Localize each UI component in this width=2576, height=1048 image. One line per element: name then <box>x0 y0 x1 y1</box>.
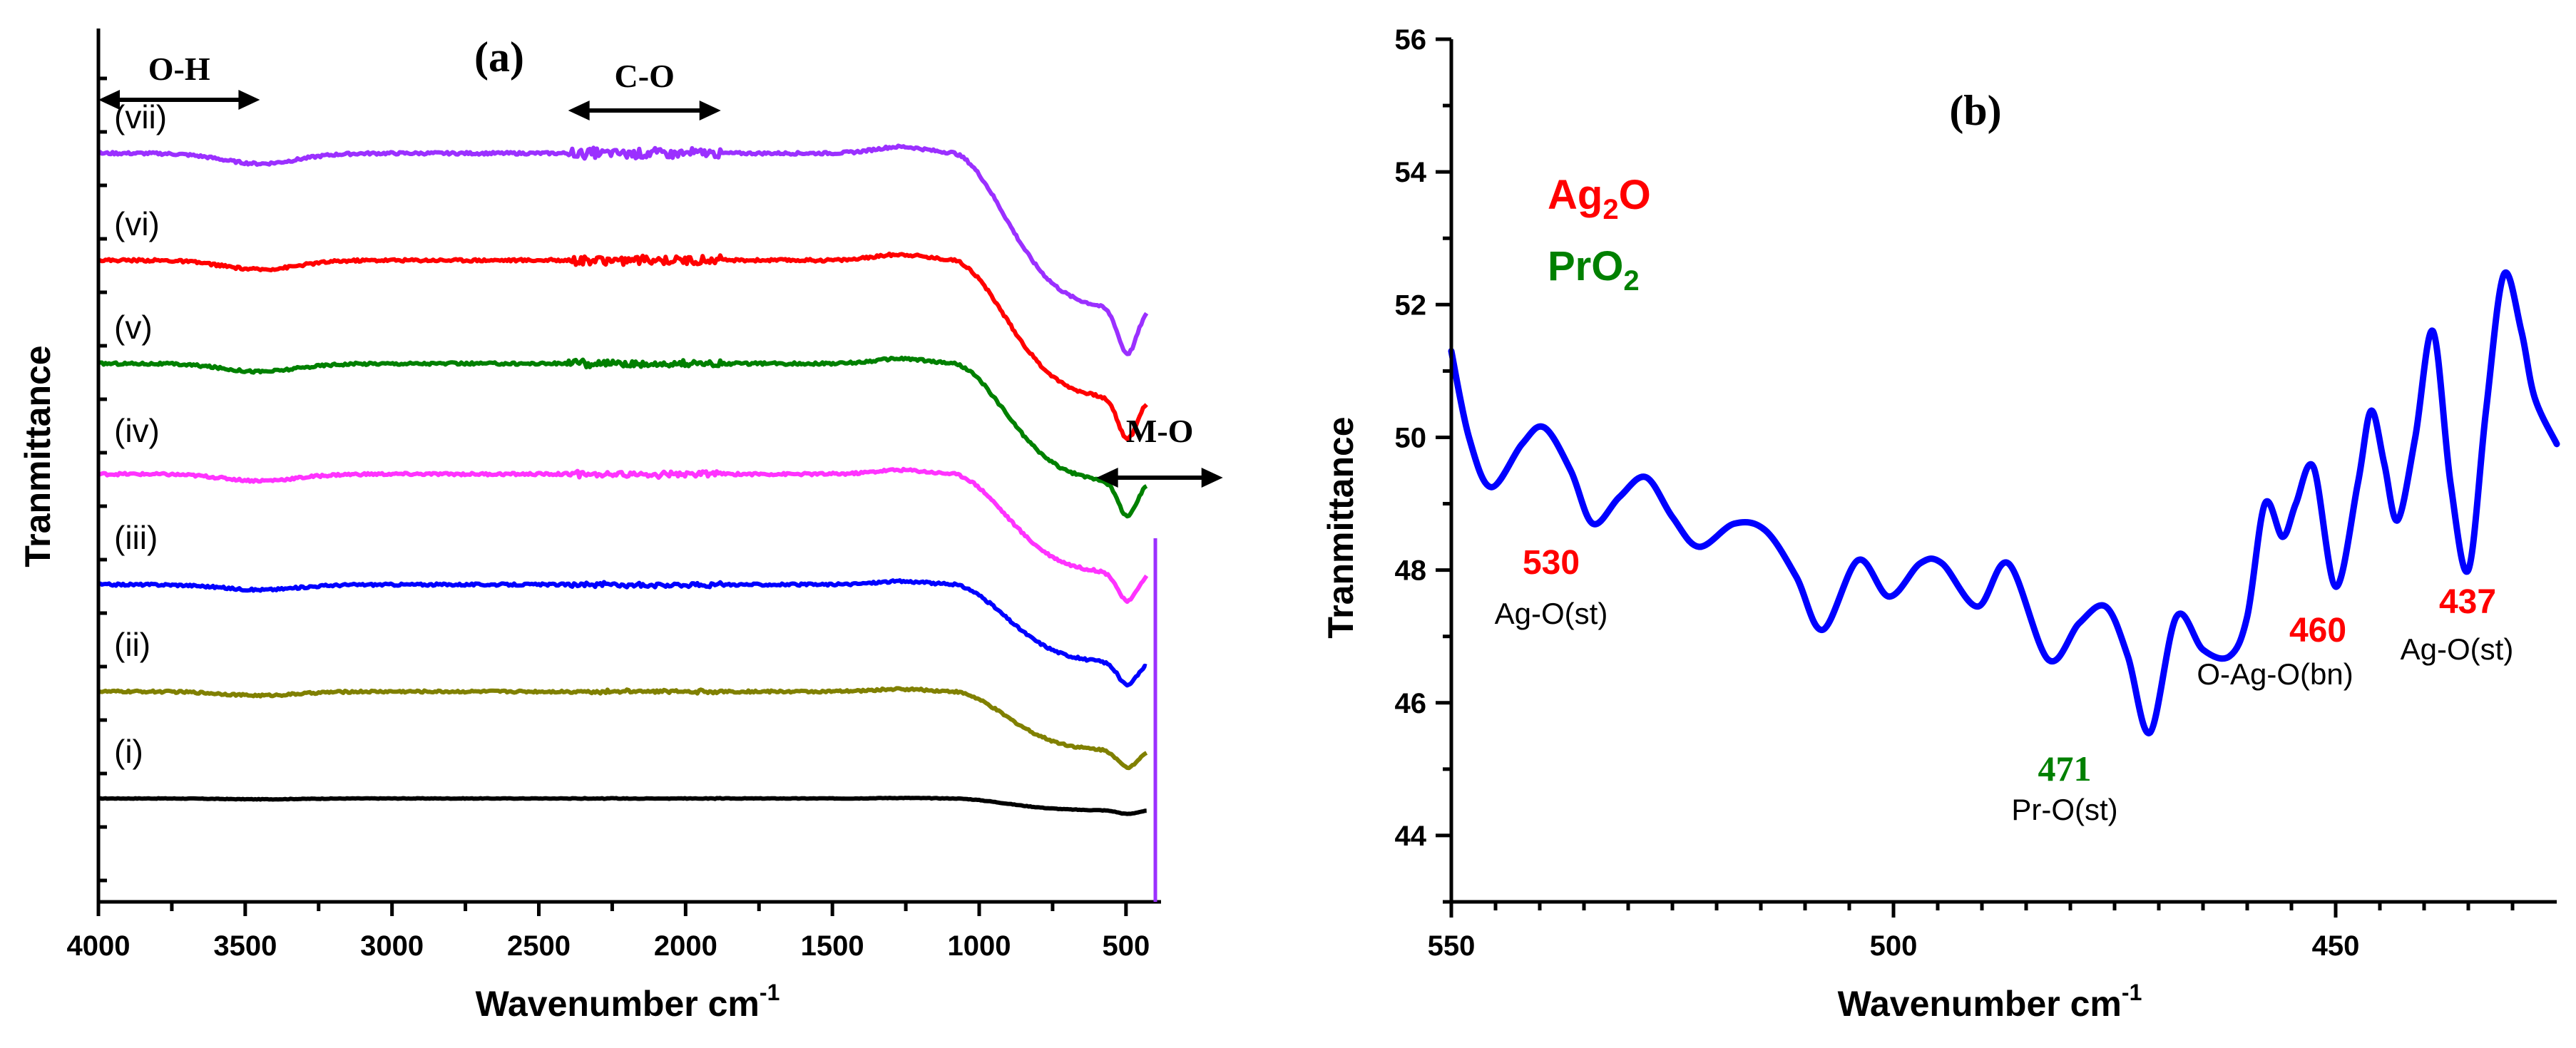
panel-a-label: (a) <box>474 34 524 81</box>
chart-b-series-line <box>1448 269 2560 736</box>
chart-b-y-axis-title: Tranmittance <box>1321 416 1361 638</box>
chart-a-series-label: (iv) <box>114 412 160 449</box>
chart-b-annotations: 530 Ag-O(st) 471 Pr-O(st) 460 O-Ag-O(bn) 437 Ag… <box>1495 544 2514 826</box>
chart-a-arrow-head-left <box>98 90 120 110</box>
chart-a-series-line <box>98 355 1148 519</box>
chart-b-x-axis-title: Wavenumber cm-1 <box>1838 980 2142 1024</box>
chart-a-series-label: (i) <box>114 733 143 770</box>
chart-b-y-tick-label: 50 <box>1395 422 1427 453</box>
chart-b-annotation-value: 530 <box>1523 544 1580 582</box>
chart-a-x-axis-title: Wavenumber cm-1 <box>476 980 780 1024</box>
chart-a-x-ticks: 4000 3500 3000 2500 2000 1500 1000 500 <box>67 902 1150 962</box>
chart-a-series-line <box>97 578 1148 688</box>
chart-a-series-line <box>98 796 1148 816</box>
chart-b-x-tick-label: 450 <box>2312 930 2360 962</box>
chart-b-annotation-value: 437 <box>2439 583 2496 621</box>
chart-b-y-tick-label: 44 <box>1395 821 1427 852</box>
chart-b-annotation-desc: Ag-O(st) <box>2401 632 2514 666</box>
chart-a-arrow-head-left <box>568 101 590 120</box>
chart-a: (a) 4000 3500 3000 2500 2000 1500 1000 500 (vii… <box>18 29 1223 1024</box>
chart-a-arrow-head-right <box>1201 468 1223 488</box>
chart-a-x-tick-label: 500 <box>1102 930 1150 962</box>
chart-b-legend: Ag2O PrO2 <box>1548 172 1651 297</box>
chart-b-y-tick-label: 46 <box>1395 688 1427 719</box>
chart-a-series-group <box>96 143 1149 816</box>
chart-a-y-minor-ticks <box>98 76 107 883</box>
chart-a-y-axis-title: Tranmittance <box>18 345 58 567</box>
chart-b-y-tick-label: 54 <box>1395 157 1427 188</box>
chart-a-x-tick-label: 2500 <box>507 930 571 962</box>
chart-a-x-tick-label: 1500 <box>801 930 864 962</box>
chart-b-y-tick-label: 48 <box>1395 555 1427 587</box>
chart-a-x-tick-label: 3500 <box>213 930 277 962</box>
legend-ag2o: Ag2O <box>1548 172 1651 225</box>
chart-a-band-label: O-H <box>148 51 210 87</box>
chart-b-y-tick-label: 52 <box>1395 289 1427 321</box>
chart-a-x-tick-label: 3000 <box>360 930 424 962</box>
chart-b-annotation-value: 471 <box>2038 749 2092 788</box>
panel-b-label: (b) <box>1949 87 2001 134</box>
chart-b-y-ticks: 44 46 48 50 52 54 56 <box>1395 24 1451 904</box>
chart-a-series-label: (vi) <box>114 205 160 242</box>
chart-b: (b) Ag2O PrO2 550 500 450 44 46 48 50 52 54 56 5… <box>1321 24 2560 1024</box>
chart-b-annotation-value: 460 <box>2289 612 2346 649</box>
chart-a-series-label: (ii) <box>114 626 150 663</box>
chart-b-x-tick-label: 500 <box>1870 930 1918 962</box>
chart-a-series-line <box>98 466 1149 605</box>
chart-b-x-tick-label: 550 <box>1428 930 1476 962</box>
chart-a-band-annotations: O-H C-O M-O <box>98 51 1223 488</box>
chart-a-x-tick-label: 1000 <box>948 930 1011 962</box>
chart-a-x-tick-label: 4000 <box>67 930 131 962</box>
chart-a-arrow-head-right <box>699 101 721 120</box>
chart-a-series-label: (vii) <box>114 98 167 135</box>
chart-b-x-ticks: 550 500 450 <box>1428 902 2515 962</box>
chart-a-series-label: (iii) <box>114 519 158 556</box>
chart-a-series-labels: (vii) (vi) (v) (iv) (iii) (ii) (i) <box>114 98 167 770</box>
chart-a-series-label: (v) <box>114 309 153 346</box>
chart-a-arrow-head-left <box>1096 468 1118 488</box>
legend-pro2: PrO2 <box>1548 243 1640 297</box>
chart-a-series-line <box>96 143 1149 356</box>
chart-a-series-line <box>97 251 1148 441</box>
chart-a-series-line <box>97 686 1148 771</box>
chart-a-band-label: M-O <box>1126 413 1194 449</box>
chart-a-band-label: C-O <box>615 58 675 94</box>
chart-b-y-tick-label: 56 <box>1395 24 1427 56</box>
chart-b-annotation-desc: Ag-O(st) <box>1495 597 1608 630</box>
chart-a-arrow-head-right <box>238 90 260 110</box>
chart-a-x-tick-label: 2000 <box>654 930 717 962</box>
chart-b-annotation-desc: O-Ag-O(bn) <box>2197 657 2353 691</box>
chart-b-series-group <box>1448 269 2560 736</box>
chart-b-annotation-desc: Pr-O(st) <box>2011 793 2117 826</box>
